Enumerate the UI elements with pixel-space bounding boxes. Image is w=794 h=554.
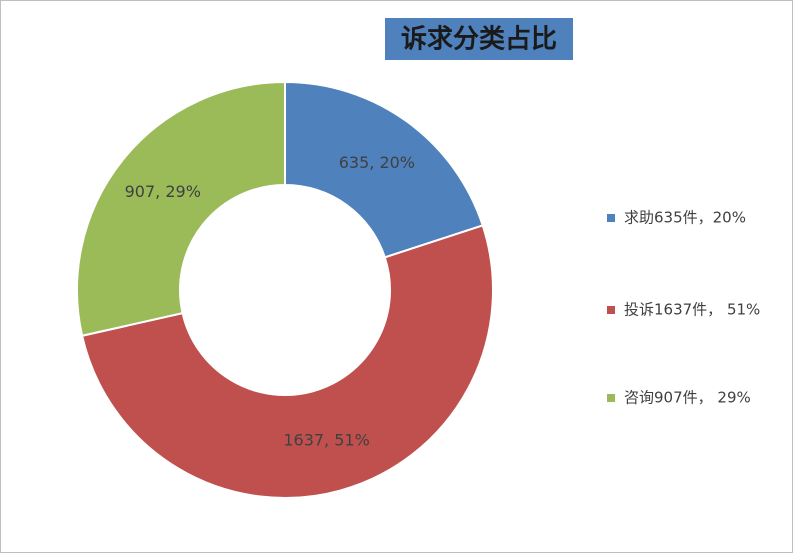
legend-swatch	[607, 394, 615, 402]
chart-title: 诉求分类占比	[401, 25, 557, 55]
donut-segment	[76, 80, 286, 337]
legend-swatch	[607, 306, 615, 314]
donut-segment	[80, 224, 494, 499]
title-box	[385, 18, 573, 60]
data-label: 635, 20%	[339, 153, 415, 172]
legend-swatch	[607, 214, 615, 222]
legend-label: 咨询907件， 29%	[624, 389, 751, 407]
legend-label: 投诉1637件， 51%	[624, 301, 760, 319]
donut-segment	[284, 80, 484, 259]
data-label: 907, 29%	[125, 182, 201, 201]
data-label: 1637, 51%	[283, 430, 369, 449]
legend-label: 求助635件，20%	[624, 209, 746, 227]
